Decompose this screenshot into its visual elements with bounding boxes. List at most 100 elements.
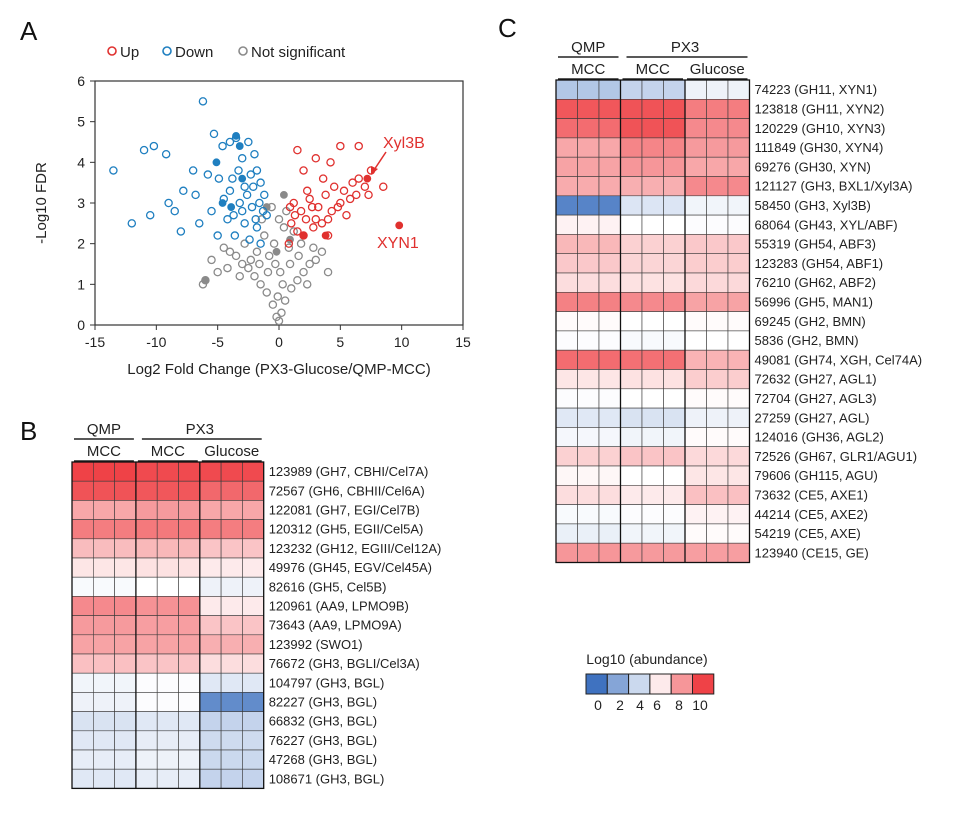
heatmap-cell [555,176,578,197]
scatter-plot-frame [94,80,464,326]
heatmap-cell [220,596,243,616]
heatmap-cell [620,465,643,486]
heatmap-cell [577,137,600,158]
heatmap-cell [598,156,621,177]
scatter-x-tick-label: -5 [211,334,224,350]
heatmap-cell [178,576,201,597]
heatmap-cell [641,388,664,409]
heatmap-cell [93,461,115,482]
heatmap-cell [156,615,179,636]
heatmap-cell [71,672,94,693]
heatmap-cell [178,596,201,616]
heatmap-cell [178,557,201,578]
heatmap-cell [706,156,729,177]
scatter-point-up [309,223,318,232]
heatmap-row-label: 72632 (GH27, AGL1) [755,372,877,387]
scatter-point-up-filled [299,231,308,240]
heatmap-row-label: 44214 (CE5, AXE2) [755,507,868,522]
heatmap-cell [220,768,243,789]
heatmap-cell [727,504,750,525]
heatmap-cell [663,253,686,274]
heatmap-cell [199,749,222,770]
heatmap-cell [156,480,179,501]
heatmap-cell [641,465,664,486]
scatter-point-down [258,206,268,216]
scatter-point-down [245,235,254,244]
heatmap-cell [577,79,600,100]
heatmap-row-label: 123818 (GH11, XYN2) [755,101,885,116]
heatmap-cell [598,369,621,390]
scatter-point-up [318,174,328,183]
scatter-x-tick-label: -15 [85,334,105,350]
scatter-point-up [290,210,300,220]
scatter-point-up [311,215,321,224]
heatmap-cell [220,557,243,578]
heatmap-cell [706,253,729,274]
heatmap-cell [555,388,578,409]
heatmap-cell [114,749,137,770]
heatmap-cell [135,692,158,712]
heatmap-cell [242,557,264,578]
heatmap-cell [620,214,643,235]
heatmap-cell [577,407,600,428]
heatmap-cell [93,692,115,712]
heatmap-cell [93,730,115,751]
heatmap-cell [663,330,686,351]
heatmap-cell [598,99,621,119]
heatmap-cell [135,538,158,559]
heatmap-cell [706,195,729,216]
heatmap-row-label: 122081 (GH7, EGI/Cel7B) [269,503,420,518]
heatmap-cell [706,349,729,370]
scatter-point-down [234,166,243,175]
heatmap-cell [663,388,686,409]
heatmap-cell [114,672,137,693]
heatmap-row-label: 120312 (GH5, EGII/Cel5A) [269,522,424,537]
scatter-point-not-significant [257,215,267,224]
scatter-point-down [237,154,247,163]
heatmap-cell [71,692,94,712]
scatter-point-down [229,210,238,220]
heatmap-cell [727,79,750,100]
heatmap-subgroup-label: MCC [87,443,121,460]
scatter-point-up [323,215,333,224]
heatmap-cell [156,653,179,674]
scatter-point-down [207,206,216,216]
heatmap-cell [706,388,729,409]
heatmap-cell [641,272,664,293]
heatmap-cell [706,446,729,467]
heatmap-cell [577,311,600,332]
heatmap-cell [93,768,115,789]
heatmap-row-label: 68064 (GH43, XYL/ABF) [755,217,898,232]
heatmap-cell [598,388,621,409]
heatmap-cell [598,79,621,100]
heatmap-cell [555,214,578,235]
heatmap-cell [199,576,222,597]
heatmap-cell [242,596,264,616]
scatter-point-down [161,149,171,159]
heatmap-cell [93,576,115,597]
heatmap-group-qmp: QMP [571,39,605,56]
heatmap-cell [684,234,707,254]
heatmap-cell [706,407,729,428]
heatmap-subgroup-label: Glucose [204,443,259,460]
heatmap-cell [598,349,621,370]
scatter-point-not-significant-filled [201,276,210,285]
heatmap-cell [135,480,158,501]
scatter-point-not-significant [323,267,333,277]
heatmap-row-label: 74223 (GH11, XYN1) [755,82,878,97]
scatter-point-down [109,166,118,175]
heatmap-cell [135,672,158,693]
scatter-point-not-significant [287,284,296,293]
heatmap-cell [577,446,600,467]
heatmap-row-label: 123940 (CE15, GE) [755,545,869,560]
heatmap-row-label: 72704 (GH27, AGL3) [755,391,877,406]
scatter-point-up [348,178,357,187]
heatmap-cell [598,311,621,332]
heatmap-cell [71,519,94,540]
heatmap-cell [706,465,729,486]
heatmap-cell [577,388,600,409]
heatmap-cell [598,234,621,254]
heatmap-cell [199,653,222,674]
heatmap-row-label: 49081 (GH74, XGH, Cel74A) [755,352,923,367]
